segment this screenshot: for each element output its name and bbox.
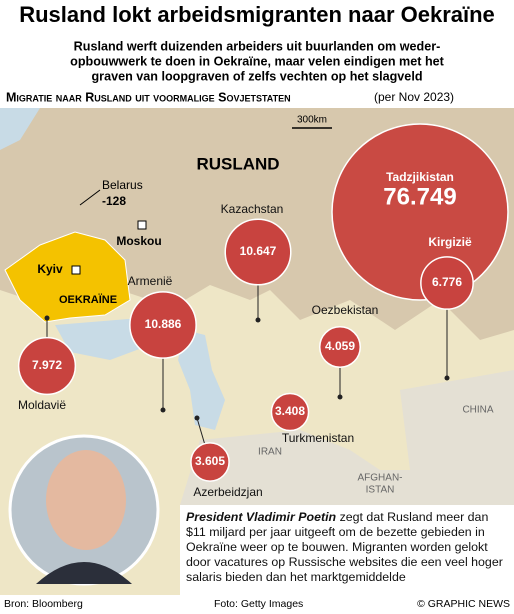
photo-credit: Foto: Getty Images — [214, 598, 303, 610]
bubble — [270, 392, 310, 432]
region-label: IRAN — [258, 447, 282, 458]
bubble-value: 4.059 — [325, 339, 355, 353]
belarus-label: Belarus — [102, 178, 143, 192]
bubble-name: Kirgizië — [428, 235, 472, 249]
bubble-name: Armenië — [128, 274, 173, 288]
region-label: AFGHAN- — [358, 473, 403, 484]
kyiv-marker — [71, 265, 81, 275]
caption: President Vladimir Poetin zegt dat Rusla… — [186, 510, 508, 585]
subtitle: Rusland werft duizenden arbeiders uit bu… — [74, 39, 441, 53]
section-period: (per Nov 2023) — [374, 90, 454, 104]
caption-box — [180, 505, 514, 595]
bubble-name: Kazachstan — [221, 202, 284, 216]
leader-dot — [194, 415, 200, 421]
black-sea — [55, 318, 150, 360]
moskou-label: Moskou — [116, 234, 161, 248]
title: Rusland lokt arbeidsmigranten naar Oekra… — [19, 2, 495, 27]
south — [180, 430, 420, 505]
bubble-name: Turkmenistan — [282, 431, 354, 445]
photo — [8, 434, 160, 586]
bubble-value: 3.605 — [195, 454, 225, 468]
section-title: Migratie naar Rusland uit voormalige Sov… — [6, 90, 291, 104]
subtitle: graven van loopgraven of zelfs vechten o… — [91, 69, 422, 83]
bubble-value: 7.972 — [32, 358, 62, 372]
bubble — [224, 218, 292, 286]
bubble — [17, 336, 77, 396]
leader-dot — [444, 375, 450, 381]
leader-dot — [160, 407, 166, 413]
bubble-name: Moldavië — [18, 398, 66, 412]
map: 300km RUSLAND Moskou Belarus -128 Kyiv O… — [0, 108, 514, 595]
bubble — [331, 123, 509, 301]
bubble — [319, 326, 361, 368]
ukraine — [4, 231, 131, 323]
bubble-name: Azerbeidzjan — [193, 485, 262, 499]
scale-label: 300km — [297, 115, 327, 126]
bubble-value: 10.886 — [145, 317, 182, 331]
bubble-name: Oezbekistan — [312, 303, 379, 317]
caspian-sea — [178, 330, 225, 430]
moskou-marker — [137, 220, 147, 230]
source: Bron: Bloomberg — [4, 598, 83, 610]
leader — [79, 189, 101, 206]
bubble — [420, 256, 474, 310]
bubble-name: Tadzjikistan — [386, 170, 454, 184]
caption-text: zegt dat Rusland meer dan $11 miljard pe… — [186, 510, 503, 584]
bubble — [129, 291, 197, 359]
region-label: CHINA — [462, 405, 493, 416]
bubble-value: 6.776 — [432, 275, 462, 289]
leader-dot — [255, 317, 261, 323]
leader-dot — [337, 394, 343, 400]
bubble — [190, 442, 230, 482]
leader-dot — [44, 315, 50, 321]
ukraine-label: OEKRAÏNE — [59, 293, 117, 306]
russia-label: RUSLAND — [196, 154, 279, 173]
credit: © GRAPHIC NEWS — [417, 598, 510, 610]
belarus-value: -128 — [102, 194, 126, 208]
baltic-sea — [0, 108, 40, 150]
caption-lead: President Vladimir Poetin — [186, 510, 337, 524]
region-label: ISTAN — [366, 485, 395, 496]
kyiv-label: Kyiv — [37, 262, 63, 276]
bubble-value: 76.749 — [383, 183, 456, 210]
bubble-value: 10.647 — [240, 244, 277, 258]
subtitle: opbouwwerk te doen in Oekraïne, maar vel… — [70, 54, 445, 68]
bubble-value: 3.408 — [275, 404, 305, 418]
